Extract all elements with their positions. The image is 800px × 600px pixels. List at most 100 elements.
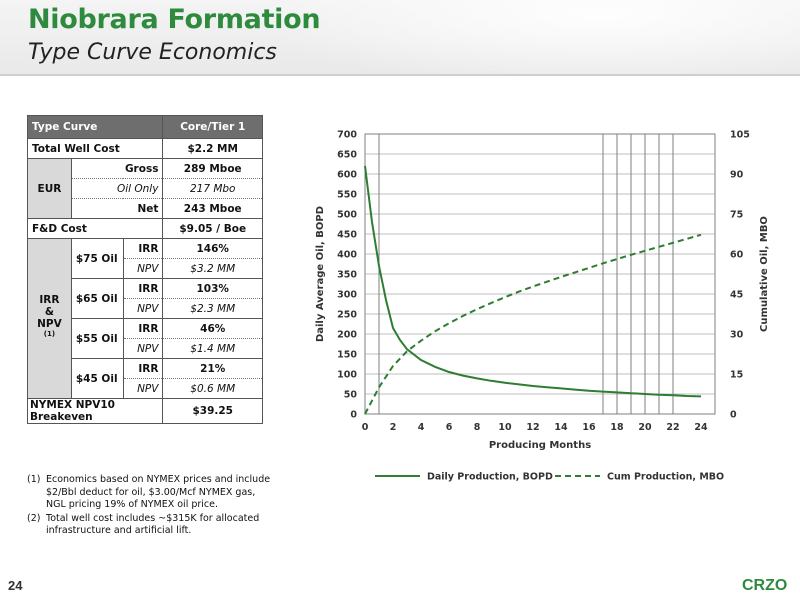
x-tick-label: 14 xyxy=(554,422,568,433)
x-tick-label: 12 xyxy=(526,422,539,433)
npv-label: NPV xyxy=(122,258,164,279)
footnote-1: (1) Economics based on NYMEX prices and … xyxy=(27,474,277,512)
header-type-curve: Type Curve xyxy=(26,115,164,139)
y2-tick-label: 0 xyxy=(730,410,737,421)
chart-grid xyxy=(365,133,715,415)
x-axis-ticks: 0 2 4 6 8 10 12 14 16 18 20 22 24 xyxy=(362,422,708,433)
irr-label: IRR xyxy=(122,238,164,259)
eur-label: EUR xyxy=(27,158,72,219)
company-logo: CRZO xyxy=(742,577,788,594)
breakeven-value: $39.25 xyxy=(162,398,263,424)
irr-value-75: 146% xyxy=(162,238,263,259)
y-tick-label: 250 xyxy=(337,310,357,321)
legend-label: Cum Production, MBO xyxy=(607,472,724,483)
irr-value-55: 46% xyxy=(162,318,263,339)
y2-axis-label: Cumulative Oil, MBO xyxy=(759,216,770,332)
irr-npv-line1: IRR xyxy=(39,293,60,306)
fd-cost-value: $9.05 / Boe xyxy=(162,218,263,239)
x-tick-label: 20 xyxy=(638,422,652,433)
scenario-price-65: $65 Oil xyxy=(70,278,124,319)
npv-label: NPV xyxy=(122,298,164,319)
y2-tick-label: 105 xyxy=(730,130,750,141)
header-divider xyxy=(0,74,800,76)
irr-npv-label: IRR & NPV (1) xyxy=(27,238,72,399)
scenario-price-55: $55 Oil xyxy=(70,318,124,359)
y-tick-label: 350 xyxy=(337,270,357,281)
footnote-2: (2) Total well cost includes ~$315K for … xyxy=(27,513,277,538)
y-tick-label: 50 xyxy=(344,390,358,401)
eur-oil-label: Oil Only xyxy=(70,178,164,199)
y2-axis-ticks: 0 15 30 45 60 75 90 105 xyxy=(730,130,750,421)
plot-frame xyxy=(364,133,716,415)
y-axis-ticks: 0 50 100 150 200 250 300 350 400 450 500 550 600 650 7… xyxy=(337,130,357,421)
irr-npv-line3: NPV (1) xyxy=(32,318,67,344)
x-tick-label: 16 xyxy=(582,422,596,433)
table-row: $55 Oil IRR 46% xyxy=(28,318,263,359)
daily-production-line xyxy=(364,165,702,398)
y-tick-label: 700 xyxy=(337,130,357,141)
footnote-1-text: Economics based on NYMEX prices and incl… xyxy=(46,474,271,510)
breakeven-label: NYMEX NPV10 Breakeven xyxy=(26,398,164,424)
table-row: $65 Oil IRR 103% xyxy=(28,278,263,319)
y-tick-label: 100 xyxy=(337,370,357,381)
y2-tick-label: 15 xyxy=(730,370,743,381)
table-row: F&D Cost $9.05 / Boe xyxy=(26,218,263,239)
footnote-2-text: Total well cost includes ~$315K for allo… xyxy=(46,512,260,537)
scenario-price-75: $75 Oil xyxy=(70,238,124,279)
npv-label: NPV xyxy=(122,378,164,399)
npv-label: NPV xyxy=(122,338,164,359)
npv-value-45: $0.6 MM xyxy=(162,378,263,399)
npv-value-65: $2.3 MM xyxy=(162,298,263,319)
legend-label: Daily Production, BOPD xyxy=(427,472,553,483)
eur-net-label: Net xyxy=(70,198,164,219)
eur-net-value: 243 Mboe xyxy=(162,198,263,219)
y-tick-label: 600 xyxy=(337,170,357,181)
table-row: EUR Gross 289 Mboe xyxy=(27,158,263,219)
irr-npv-line2: & xyxy=(44,305,55,318)
x-tick-label: 2 xyxy=(390,422,397,433)
footnotes: (1) Economics based on NYMEX prices and … xyxy=(27,474,277,539)
y-tick-label: 400 xyxy=(337,250,357,261)
y-tick-label: 150 xyxy=(337,350,357,361)
irr-label: IRR xyxy=(122,358,164,379)
footnote-2-number: (2) xyxy=(27,512,41,524)
type-curve-chart: 0501001502002503003504004505005506006507… xyxy=(315,130,770,483)
table-row: NPV $3.2 MM xyxy=(28,258,263,279)
y2-tick-label: 90 xyxy=(730,170,744,181)
table-row: Net 243 Mboe xyxy=(28,198,263,219)
y2-tick-label: 45 xyxy=(730,290,743,301)
table-row: IRR & NPV (1) $75 Oil IRR 146% xyxy=(27,238,263,399)
table-row: NPV $2.3 MM xyxy=(28,298,263,319)
economics-table: Type Curve Core/Tier 1 Total Well Cost $… xyxy=(26,115,263,424)
y2-tick-label: 75 xyxy=(730,210,743,221)
table-row: Total Well Cost $2.2 MM xyxy=(26,138,263,159)
y-tick-label: 550 xyxy=(337,190,357,201)
header-banner xyxy=(0,0,800,76)
y2-tick-label: 60 xyxy=(730,250,744,261)
chart-legend: Daily Production, BOPD Cum Production, MB… xyxy=(375,472,724,483)
npv-value-75: $3.2 MM xyxy=(162,258,263,279)
chart-vertical-lines xyxy=(378,134,674,414)
x-tick-label: 4 xyxy=(418,422,425,433)
scenario-price-45: $45 Oil xyxy=(70,358,124,399)
cum-production-line xyxy=(364,233,702,415)
table-header-row: Type Curve Core/Tier 1 xyxy=(26,115,263,139)
irr-label: IRR xyxy=(122,318,164,339)
chart-series xyxy=(364,165,702,415)
fd-cost-label: F&D Cost xyxy=(26,218,164,239)
table-row: NYMEX NPV10 Breakeven $39.25 xyxy=(26,398,263,424)
table-row: Oil Only 217 Mbo xyxy=(28,178,263,199)
x-tick-label: 22 xyxy=(666,422,679,433)
irr-value-65: 103% xyxy=(162,278,263,299)
eur-oil-value: 217 Mbo xyxy=(162,178,263,199)
footnote-1-number: (1) xyxy=(27,474,41,485)
y-tick-label: 500 xyxy=(337,210,357,221)
y-axis-label: Daily Average Oil, BOPD xyxy=(315,206,326,342)
table-row: NPV $1.4 MM xyxy=(28,338,263,359)
eur-gross-label: Gross xyxy=(70,158,164,179)
y-tick-label: 0 xyxy=(350,410,357,421)
table-row: $45 Oil IRR 21% xyxy=(28,358,263,399)
header-core-tier: Core/Tier 1 xyxy=(162,115,263,139)
irr-value-45: 21% xyxy=(162,358,263,379)
page-title: Niobrara Formation xyxy=(28,4,321,35)
